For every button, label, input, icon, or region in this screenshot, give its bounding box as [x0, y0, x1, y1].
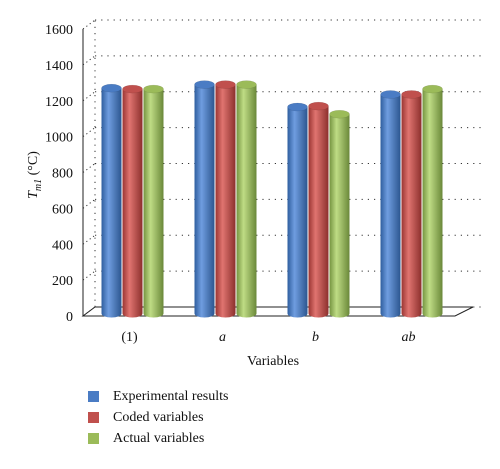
- bar: [401, 90, 422, 318]
- legend-item-actual: Actual variables: [88, 428, 228, 449]
- bar: [101, 83, 122, 318]
- bar: [380, 90, 401, 318]
- y-axis-title: Tm1 (°C): [26, 151, 44, 199]
- bar: [215, 80, 236, 318]
- y-tick-label: 1000: [45, 131, 73, 146]
- x-axis-title: Variables: [247, 354, 299, 369]
- bar: [422, 84, 443, 318]
- y-tick-label: 400: [52, 238, 73, 253]
- legend-item-experimental: Experimental results: [88, 386, 228, 407]
- gridline-side: [82, 19, 96, 30]
- x-tick-label: (1): [121, 330, 138, 345]
- x-tick-label: a: [219, 330, 226, 345]
- gridline-side: [82, 234, 96, 245]
- y-tick-label: 800: [52, 167, 73, 182]
- bar: [143, 84, 164, 318]
- bar: [236, 80, 257, 318]
- x-tick-label: ab: [402, 330, 416, 345]
- chart-floor: [81, 306, 474, 317]
- bar: [287, 102, 308, 318]
- y-tick-label: 1200: [45, 95, 73, 110]
- legend-swatch: [88, 433, 99, 444]
- y-tick-label: 1400: [45, 59, 73, 74]
- y-tick-label: 1600: [45, 23, 73, 38]
- gridline-side: [82, 91, 96, 102]
- legend-swatch: [88, 391, 99, 402]
- y-tick-label: 200: [52, 274, 73, 289]
- gridline-side: [82, 127, 96, 138]
- legend-swatch: [88, 412, 99, 423]
- bar: [194, 80, 215, 318]
- y-tick-label: 0: [66, 310, 73, 325]
- bar: [122, 84, 143, 318]
- y-tick-label: 600: [52, 202, 73, 217]
- legend-item-coded: Coded variables: [88, 407, 228, 428]
- gridline-side: [82, 198, 96, 209]
- x-tick-label: b: [312, 330, 319, 345]
- bar: [329, 109, 350, 318]
- bar: [308, 101, 329, 318]
- gridline-side: [82, 270, 96, 281]
- gridline-side: [82, 163, 96, 173]
- legend-label: Experimental results: [113, 388, 229, 404]
- legend: Experimental results Coded variables Act…: [88, 386, 228, 449]
- legend-label: Coded variables: [113, 409, 204, 425]
- legend-label: Actual variables: [113, 430, 205, 446]
- gridline-side: [82, 55, 96, 66]
